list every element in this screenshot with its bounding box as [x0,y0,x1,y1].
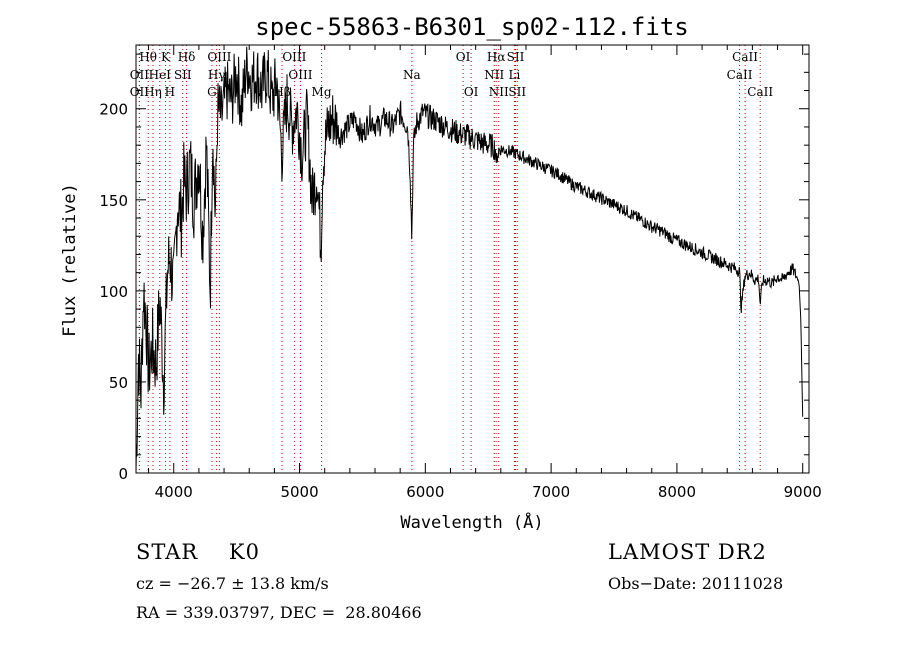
y-tick-label-50: 50 [109,374,128,392]
line-label-6: H [165,85,175,99]
x-tick-label-6000: 6000 [406,483,444,501]
line-label-19: Hα [487,50,506,64]
line-label-5: HeI [149,68,172,82]
y-axis-label: Flux (relative) [60,183,80,337]
line-label-27: CaII [747,85,773,99]
redshift-label: cz = −26.7 ± 13.8 km/s [136,574,329,593]
line-label-20: SII [507,50,525,64]
x-tick-label-4000: 4000 [155,483,193,501]
y-tick-label-200: 200 [99,101,128,119]
line-label-26: CaII [727,68,753,82]
line-label-2: OII [130,85,150,99]
coordinates-label: RA = 339.03797, DEC = 28.80466 [136,603,422,622]
line-label-15: Mg [312,85,332,99]
line-label-14: OIII [288,68,312,82]
plot-frame [135,44,810,474]
line-label-16: Na [403,68,421,82]
x-axis-label: Wavelength (Å) [400,511,543,533]
chart-title: spec-55863-B6301_sp02-112.fits [255,13,688,41]
line-label-7: SII [174,68,192,82]
spectrum-series-line [135,46,804,474]
x-tick-label-5000: 5000 [280,483,318,501]
line-label-3: Hη [144,85,162,99]
line-label-0: Hθ [139,50,157,64]
line-label-11: G [207,85,217,99]
y-tick-label-0: 0 [118,465,128,483]
observation-date-label: Obs−Date: 20111028 [608,574,784,593]
x-tick-label-8000: 8000 [658,483,696,501]
object-class-label: STAR K0 [136,540,260,564]
line-label-22: Li [508,68,520,82]
survey-name-label: LAMOST DR2 [608,540,767,564]
x-tick-label-7000: 7000 [532,483,570,501]
line-label-25: CaII [732,50,758,64]
x-tick-label-9000: 9000 [784,483,822,501]
line-label-23: NII [489,85,509,99]
line-label-1: OII [130,68,150,82]
line-label-4: K [161,50,171,64]
line-label-13: OIII [282,50,306,64]
y-tick-label-100: 100 [99,283,128,301]
emission-line-markers [138,45,761,473]
line-label-8: Hδ [178,50,196,64]
line-label-21: NII [484,68,504,82]
line-label-10: Hγ [208,68,226,82]
line-label-18: OI [464,85,479,99]
chart-axes: 4000 5000 6000 7000 8000 9000 0 50 100 150 200 [99,44,822,501]
line-label-24: SII [508,85,526,99]
line-label-9: OIII [207,50,231,64]
y-tick-label-150: 150 [99,192,128,210]
line-label-17: OI [456,50,471,64]
